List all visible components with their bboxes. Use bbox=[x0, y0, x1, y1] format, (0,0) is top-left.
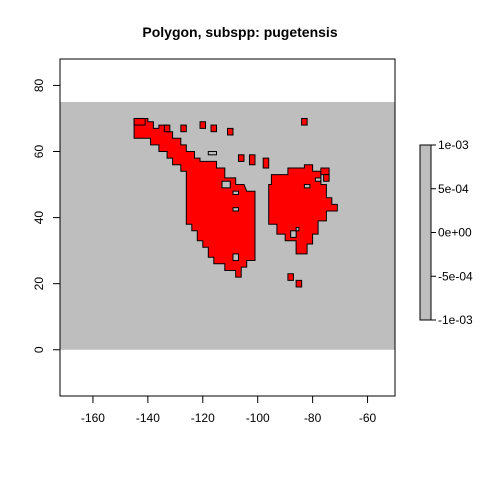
polygon-hole-7 bbox=[314, 177, 322, 182]
polygon-island-11 bbox=[287, 273, 294, 281]
y-tick-label: 20 bbox=[32, 277, 46, 291]
polygon-hole-5 bbox=[290, 230, 297, 238]
polygon-island-7 bbox=[248, 154, 256, 166]
polygon-island-13 bbox=[323, 174, 330, 182]
x-tick-label: -140 bbox=[136, 411, 160, 425]
chart-title: Polygon, subspp: pugetensis bbox=[142, 24, 337, 40]
legend-colorbar bbox=[419, 144, 432, 321]
x-tick-label: -160 bbox=[81, 411, 105, 425]
y-tick-label: 40 bbox=[32, 211, 46, 225]
y-tick-label: 80 bbox=[32, 78, 46, 92]
polygon-island-8 bbox=[262, 157, 270, 169]
x-axis: -160 -140 -120 -100 -80 -60 bbox=[81, 395, 377, 425]
polygon-island-1 bbox=[163, 124, 171, 133]
polygon-island-2 bbox=[180, 124, 187, 133]
y-axis: 0 20 40 60 80 bbox=[32, 78, 61, 353]
x-tick-label: -80 bbox=[304, 411, 322, 425]
x-tick-label: -100 bbox=[246, 411, 270, 425]
plot-area bbox=[59, 58, 396, 397]
polygon-hole-0 bbox=[207, 151, 218, 156]
legend-tick-label: 0e+00 bbox=[438, 226, 472, 240]
polygon-hole-3 bbox=[232, 190, 239, 195]
x-tick-label: -120 bbox=[191, 411, 215, 425]
polygon-hole-1 bbox=[221, 180, 231, 189]
polygon-layer bbox=[133, 117, 338, 288]
polygon-hole-8 bbox=[303, 184, 311, 189]
legend-tick-label: -5e-04 bbox=[438, 269, 473, 283]
y-tick-label: 0 bbox=[32, 346, 46, 353]
legend: 1e-03 5e-04 0e+00 -5e-04 -1e-03 bbox=[419, 138, 473, 327]
polygon-island-3 bbox=[199, 121, 207, 129]
polygon-island-10 bbox=[320, 167, 330, 176]
x-tick-label: -60 bbox=[359, 411, 377, 425]
polygon-island-9 bbox=[301, 117, 308, 126]
polygon-island-4 bbox=[210, 124, 218, 133]
legend-tick-label: 1e-03 bbox=[438, 138, 469, 152]
polygon-eastern bbox=[268, 164, 338, 255]
polygon-hole-4 bbox=[232, 253, 239, 262]
polygon-hole-6 bbox=[295, 227, 300, 232]
polygon-western bbox=[133, 118, 256, 278]
polygon-hole-2 bbox=[232, 207, 239, 212]
polygon-island-6 bbox=[237, 154, 245, 162]
y-tick-label: 60 bbox=[32, 145, 46, 159]
polygon-island-12 bbox=[295, 279, 303, 288]
legend-tick-label: -1e-03 bbox=[438, 313, 473, 327]
legend-ticks: 1e-03 5e-04 0e+00 -5e-04 -1e-03 bbox=[431, 138, 473, 327]
polygon-island-0 bbox=[133, 117, 146, 126]
legend-tick-label: 5e-04 bbox=[438, 182, 469, 196]
polygon-island-5 bbox=[227, 127, 234, 136]
